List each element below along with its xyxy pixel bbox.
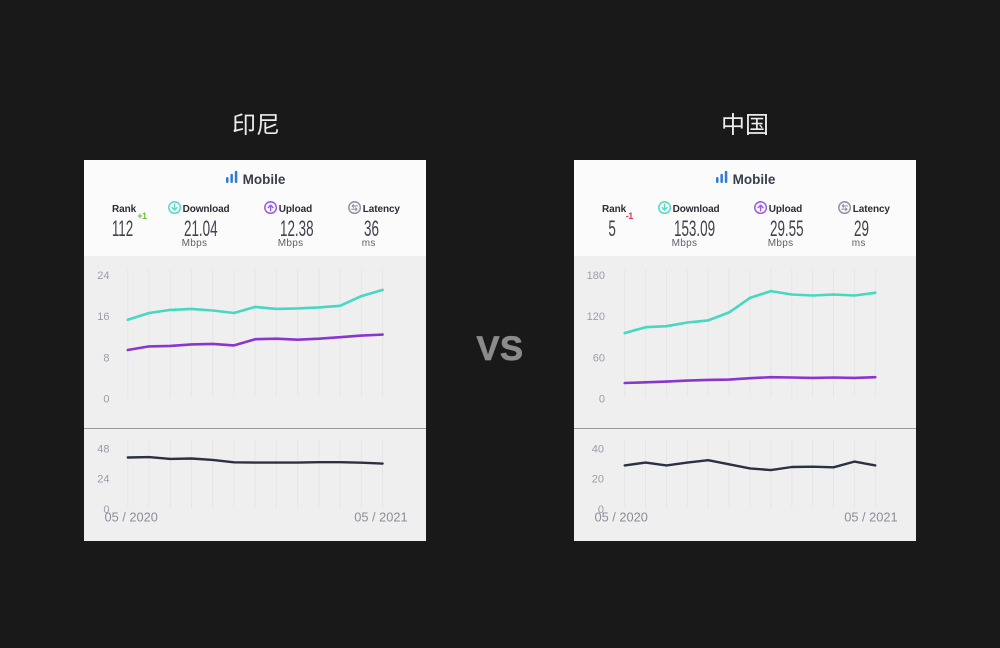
svg-text:60: 60 (593, 352, 605, 364)
svg-text:48: 48 (97, 443, 109, 455)
svg-text:0: 0 (599, 393, 605, 405)
svg-text:0: 0 (598, 504, 604, 516)
svg-text:40: 40 (592, 443, 604, 455)
svg-text:120: 120 (587, 311, 605, 323)
svg-text:20: 20 (592, 473, 604, 485)
svg-text:16: 16 (97, 311, 109, 323)
svg-text:05 / 2020: 05 / 2020 (595, 509, 648, 524)
svg-text:24: 24 (97, 473, 109, 485)
svg-text:05 / 2021: 05 / 2021 (354, 509, 407, 524)
svg-text:05 / 2021: 05 / 2021 (844, 509, 897, 524)
svg-text:8: 8 (103, 352, 109, 364)
svg-text:0: 0 (103, 504, 109, 516)
svg-text:180: 180 (587, 270, 605, 282)
svg-text:05 / 2020: 05 / 2020 (105, 509, 158, 524)
svg-text:24: 24 (97, 270, 109, 282)
svg-text:0: 0 (103, 393, 109, 405)
